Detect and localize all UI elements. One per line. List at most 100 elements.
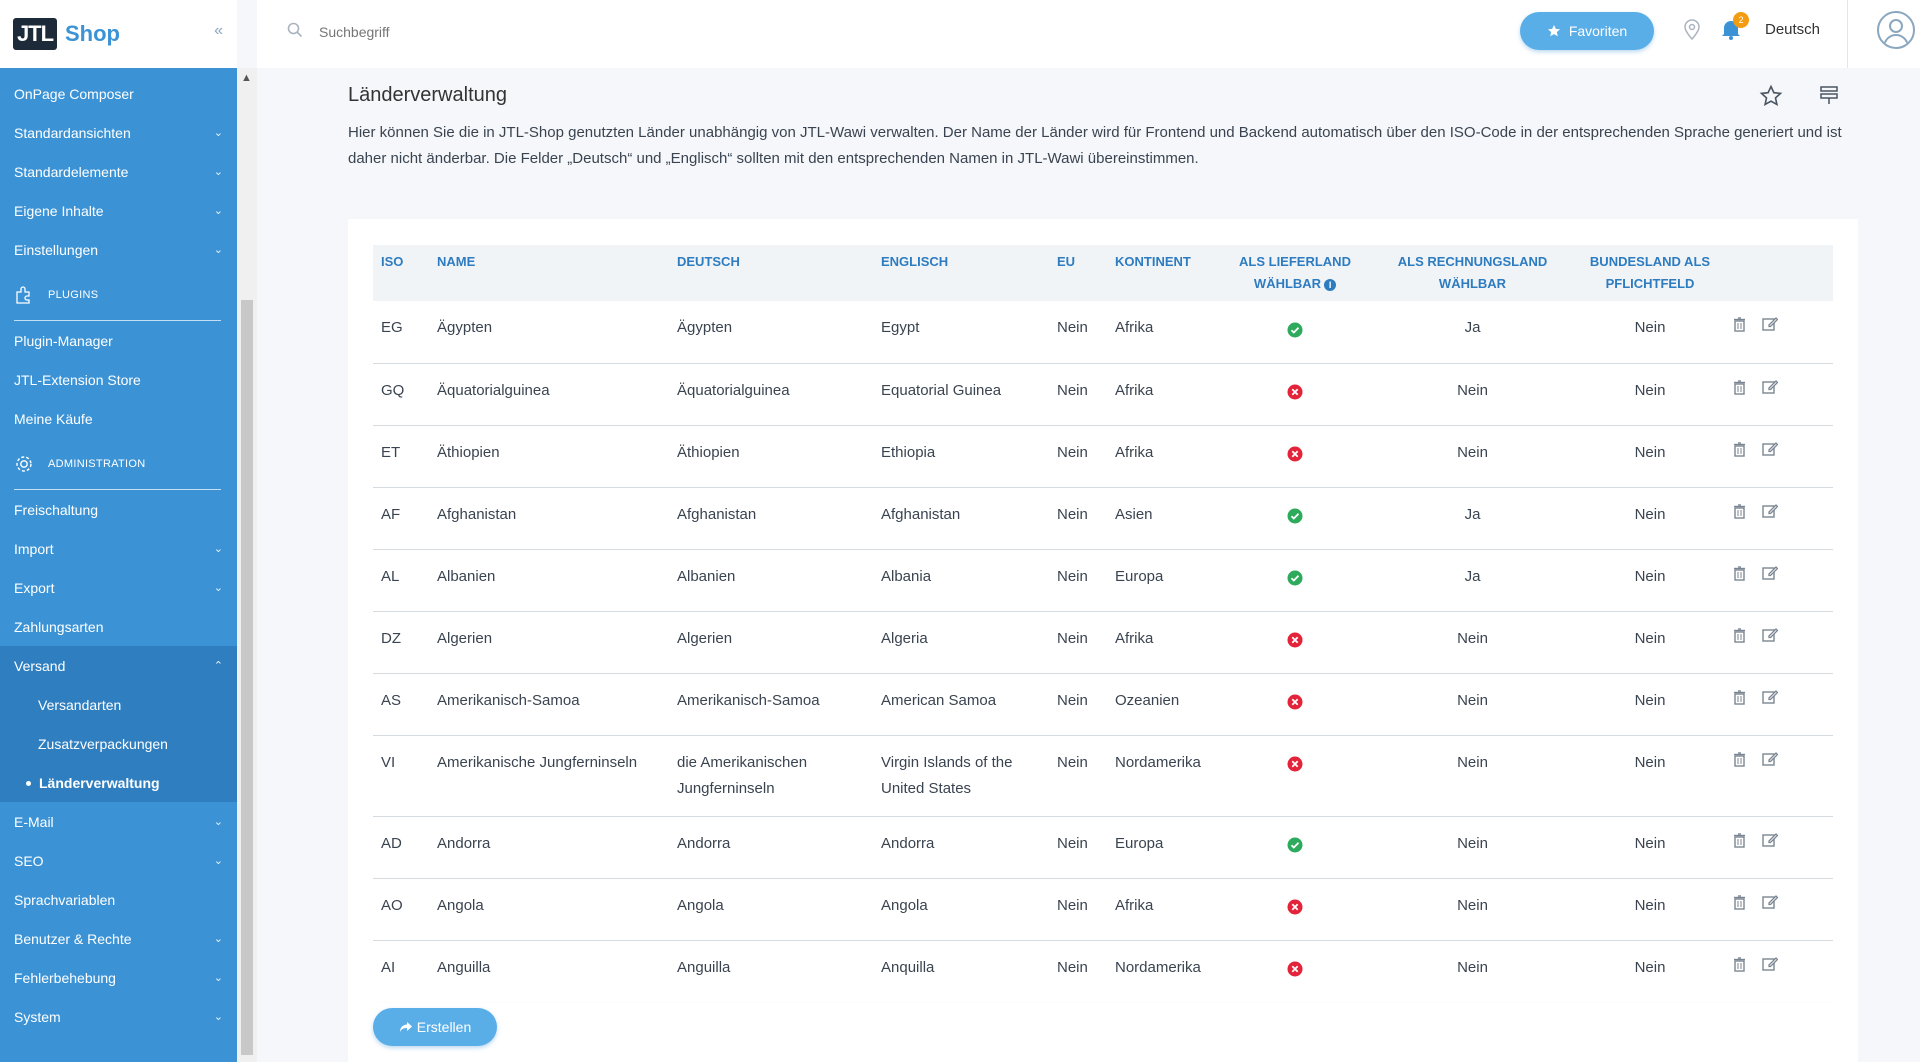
edit-button[interactable] [1762,564,1779,590]
cell-name: Andorra [429,816,669,879]
sidebar-item-sprachvariablen[interactable]: Sprachvariablen [0,880,237,919]
delete-button[interactable] [1733,626,1746,652]
cell-rechnungsland: Ja [1370,549,1575,612]
favorites-button[interactable]: Favoriten [1520,12,1654,50]
edit-button[interactable] [1762,502,1779,528]
logo-bar: JTL Shop « [0,0,237,68]
cell-rechnungsland: Nein [1370,816,1575,879]
sidebar-item-zusatzverpackungen[interactable]: Zusatzverpackungen [0,724,237,763]
sidebar-item-jtl-extension-store[interactable]: JTL-Extension Store [0,360,237,399]
col-header-name[interactable]: Name [429,245,669,301]
delete-button[interactable] [1733,502,1746,528]
jtl-logo[interactable]: JTL [13,18,57,50]
table-row[interactable]: AF Afghanistan Afghanistan Afghanistan N… [373,487,1833,550]
col-header-iso[interactable]: ISO [373,245,429,301]
edit-icon [1762,832,1779,847]
trash-icon [1734,751,1745,767]
sidebar-item-fehlerbehebung[interactable]: Fehlerbehebung ⌄ [0,958,237,997]
sidebar-item-onpage-composer[interactable]: OnPage Composer [0,74,237,113]
table-row[interactable]: AL Albanien Albanien Albania Nein Europa… [373,549,1833,612]
sidebar-submenu-versand: Versandarten Zusatzverpackungen Länderve… [0,685,237,802]
sidebar-item-zahlungsarten[interactable]: Zahlungsarten [0,607,237,646]
cell-actions [1725,878,1833,941]
chevron-down-icon: ⌄ [213,166,223,178]
sidebar-item-meine-käufe[interactable]: Meine Käufe [0,399,237,438]
search-input[interactable] [319,18,619,46]
edit-button[interactable] [1762,831,1779,857]
settings-list-icon[interactable] [1819,85,1839,105]
sidebar-item-einstellungen[interactable]: Einstellungen ⌄ [0,230,237,269]
scroll-up-icon[interactable]: ▲ [241,72,252,84]
table-row[interactable]: ET Äthiopien Äthiopien Ethiopia Nein Afr… [373,425,1833,488]
language-selector[interactable]: Deutsch [1765,21,1821,38]
sidebar-item-versand[interactable]: Versand ⌃ [0,646,237,685]
edit-button[interactable] [1762,440,1779,466]
col-header-kontinent[interactable]: Kontinent [1107,245,1220,301]
sidebar-item-freischaltung[interactable]: Freischaltung [0,490,237,529]
cell-kontinent: Afrika [1107,878,1220,941]
scrollbar-thumb[interactable] [241,300,253,1055]
sidebar-item-benutzer-rechte[interactable]: Benutzer & Rechte ⌄ [0,919,237,958]
sidebar-item-versandarten[interactable]: Versandarten [0,685,237,724]
table-row[interactable]: EG Ägypten Ägypten Egypt Nein Afrika Ja … [373,301,1833,364]
delete-button[interactable] [1733,750,1746,776]
table-row[interactable]: VI Amerikanische Jungferninseln die Amer… [373,735,1833,817]
chevron-up-icon: ⌃ [213,660,223,672]
user-avatar[interactable] [1877,11,1915,49]
cell-lieferland [1220,673,1370,736]
favorite-star-icon[interactable] [1759,84,1783,108]
sidebar-item-import[interactable]: Import ⌄ [0,529,237,568]
cell-deutsch: Äthiopien [669,425,873,488]
edit-button[interactable] [1762,315,1779,341]
table-row[interactable]: AO Angola Angola Angola Nein Afrika Nein… [373,878,1833,941]
sidebar-item-label: Import [14,540,54,557]
sidebar-item-label: Benutzer & Rechte [14,930,132,947]
table-row[interactable]: DZ Algerien Algerien Algeria Nein Afrika… [373,611,1833,674]
edit-button[interactable] [1762,750,1779,776]
location-pin-icon[interactable] [1683,18,1701,40]
info-icon[interactable]: i [1324,278,1337,291]
cell-name: Angola [429,878,669,941]
delete-button[interactable] [1733,955,1746,981]
sidebar-item-eigene-inhalte[interactable]: Eigene Inhalte ⌄ [0,191,237,230]
edit-button[interactable] [1762,893,1779,919]
edit-button[interactable] [1762,688,1779,714]
countries-card: ISO Name Deutsch Englisch EU Kontinent A… [348,219,1858,1062]
chevron-down-icon: ⌄ [213,582,223,594]
cell-kontinent: Europa [1107,816,1220,879]
table-row[interactable]: GQ Äquatorialguinea Äquatorialguinea Equ… [373,363,1833,426]
sidebar-item-export[interactable]: Export ⌄ [0,568,237,607]
col-header-lieferland[interactable]: Als Lieferland wählbar i [1220,245,1370,301]
sidebar-item-plugin-manager[interactable]: Plugin-Manager [0,321,237,360]
col-header-eu[interactable]: EU [1049,245,1107,301]
sidebar-item-e-mail[interactable]: E-Mail ⌄ [0,802,237,841]
sidebar-item-label: Plugin-Manager [14,332,113,349]
delete-button[interactable] [1733,378,1746,404]
delete-button[interactable] [1733,893,1746,919]
edit-button[interactable] [1762,955,1779,981]
delete-button[interactable] [1733,831,1746,857]
delete-button[interactable] [1733,688,1746,714]
edit-button[interactable] [1762,626,1779,652]
sidebar-item-system[interactable]: System ⌄ [0,997,237,1036]
table-row[interactable]: AD Andorra Andorra Andorra Nein Europa N… [373,816,1833,879]
cell-kontinent: Europa [1107,549,1220,612]
sidebar-item-standardelemente[interactable]: Standardelemente ⌄ [0,152,237,191]
create-button[interactable]: Erstellen [373,1008,497,1046]
col-header-deutsch[interactable]: Deutsch [669,245,873,301]
edit-button[interactable] [1762,378,1779,404]
sidebar-scrollbar[interactable]: ▲ [237,68,257,1062]
col-header-bundesland[interactable]: Bundesland als Pflichtfeld [1575,245,1725,301]
shop-logo-text[interactable]: Shop [65,21,120,46]
sidebar-item-seo[interactable]: SEO ⌄ [0,841,237,880]
col-header-englisch[interactable]: Englisch [873,245,1049,301]
collapse-sidebar-button[interactable]: « [214,22,223,39]
delete-button[interactable] [1733,564,1746,590]
sidebar-item-standardansichten[interactable]: Standardansichten ⌄ [0,113,237,152]
cell-lieferland [1220,735,1370,817]
sidebar-item-laenderverwaltung[interactable]: Länderverwaltung [0,763,237,802]
col-header-rechnungsland[interactable]: Als Rechnungsland wählbar [1370,245,1575,301]
delete-button[interactable] [1733,315,1746,341]
delete-button[interactable] [1733,440,1746,466]
table-row[interactable]: AS Amerikanisch-Samoa Amerikanisch-Samoa… [373,673,1833,736]
